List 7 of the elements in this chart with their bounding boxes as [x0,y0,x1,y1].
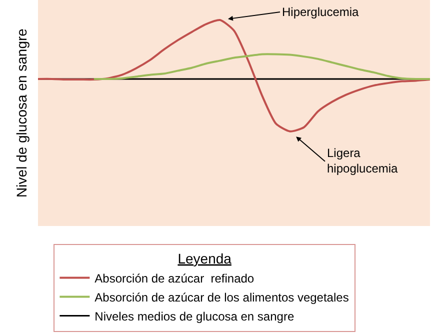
legend-label: Absorción de azúcar de los alimentos vegetales [94,290,349,304]
legend-title: Leyenda [178,250,232,266]
legend-label: Absorción de azúcar refinado [94,271,254,286]
y-axis-title: Nivel de glucosa en sangre [14,28,30,198]
legend-label: Niveles medios de glucosa en sangre [94,309,294,324]
text: Ligera hipoglucemia [327,146,398,176]
text: Hiperglucemia [282,5,360,19]
